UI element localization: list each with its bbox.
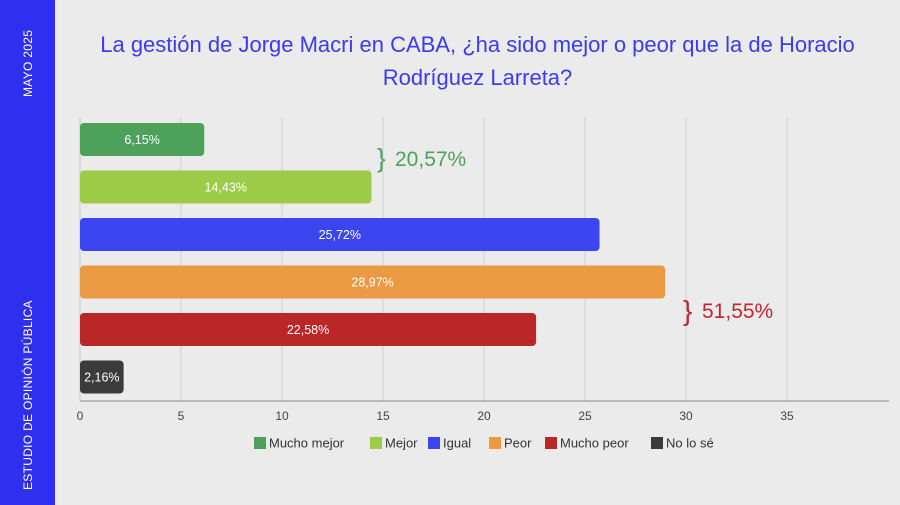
bar <box>80 170 372 204</box>
group-total-label: 20,57% <box>395 148 466 171</box>
legend-label: No lo sé <box>666 436 714 451</box>
x-tick-label: 20 <box>477 409 491 423</box>
bar-value-label: 6,15% <box>124 133 159 147</box>
legend-swatch <box>370 437 382 449</box>
legend-swatch <box>545 437 557 449</box>
legend-label: Mejor <box>385 436 418 451</box>
chart-title: La gestión de Jorge Macri en CABA, ¿ha s… <box>100 32 855 90</box>
bar <box>80 265 666 299</box>
x-tick-label: 5 <box>178 409 185 423</box>
brace-icon: } <box>377 143 386 173</box>
legend-label: Igual <box>443 436 471 451</box>
legend-label: Mucho peor <box>560 436 629 451</box>
sidebar: MAYO 2025 ESTUDIO DE OPINIÓN PÚBLICA <box>0 0 55 505</box>
legend-swatch <box>489 437 501 449</box>
legend-label: Mucho mejor <box>269 436 345 451</box>
bar-value-label: 28,97% <box>351 276 393 290</box>
legend-swatch <box>651 437 663 449</box>
x-tick-label: 30 <box>679 409 693 423</box>
brace-icon: } <box>683 295 692 326</box>
group-total-label: 51,55% <box>702 300 773 323</box>
x-tick-label: 15 <box>376 409 390 423</box>
bar <box>80 123 205 156</box>
bar <box>80 313 537 346</box>
legend-swatch <box>428 437 440 449</box>
bar-value-label: 22,58% <box>287 323 329 337</box>
x-tick-label: 10 <box>275 409 289 423</box>
legend-swatch <box>254 437 266 449</box>
x-tick-label: 0 <box>77 409 84 423</box>
bar <box>80 360 124 394</box>
bar-value-label: 25,72% <box>319 228 361 242</box>
bar <box>80 218 600 251</box>
bar-value-label: 2,16% <box>84 371 119 385</box>
x-tick-label: 25 <box>578 409 592 423</box>
x-tick-label: 35 <box>780 409 794 423</box>
bar-value-label: 14,43% <box>205 181 247 195</box>
legend-label: Peor <box>504 436 532 451</box>
